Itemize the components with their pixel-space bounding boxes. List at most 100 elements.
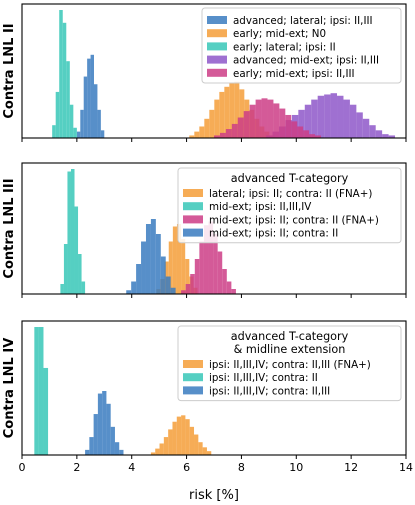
- legend: advanced T-category& midline extensionip…: [178, 326, 401, 401]
- histogram-bar: [222, 269, 227, 294]
- legend-entry: early; mid-ext; N0: [233, 28, 326, 40]
- legend-entry: advanced; lateral; ipsi: II,III: [233, 15, 373, 27]
- histogram-bar: [185, 419, 189, 455]
- histogram-bar: [164, 437, 168, 455]
- histogram-bar: [231, 289, 236, 294]
- y-axis-label: Contra LNL IV: [2, 338, 17, 439]
- histogram-bar: [56, 92, 60, 138]
- histogram-bar: [220, 133, 226, 138]
- histogram-bar: [119, 450, 123, 455]
- histogram-bar: [63, 23, 67, 138]
- histogram-bar: [291, 121, 297, 138]
- series-1: [77, 55, 104, 138]
- legend-swatch: [207, 29, 227, 37]
- histogram-bar: [52, 125, 56, 138]
- legend-entry: ipsi: II,III,IV; contra: II,III (FNA+): [209, 359, 371, 371]
- legend-swatch: [183, 229, 203, 237]
- x-tick-label: 2: [73, 461, 80, 474]
- series-2: [60, 169, 85, 294]
- histogram-bar: [78, 254, 82, 294]
- legend: advanced T-category lateral; ipsi: II; co…: [178, 168, 401, 243]
- histogram-bar: [80, 110, 83, 138]
- histogram-bar: [219, 92, 224, 138]
- histogram-bar: [204, 119, 209, 138]
- legend-swatch: [183, 202, 203, 210]
- legend-entry: mid-ext; ipsi: II; contra: II: [209, 228, 338, 240]
- histogram-bar: [256, 100, 262, 138]
- histogram-bar: [177, 417, 181, 455]
- legend-entry: ipsi: II,III,IV; contra: II: [209, 372, 318, 384]
- histogram-bar: [181, 239, 185, 294]
- histogram-bar: [199, 242, 204, 295]
- legend-swatch: [183, 215, 203, 223]
- histogram-bar: [106, 404, 110, 455]
- legend-swatch: [207, 42, 227, 50]
- histogram-bar: [111, 427, 115, 455]
- histogram-bar: [70, 105, 74, 138]
- panel-3: Contra LNL IV0 2 4 6 8 10 12 14risk [%]advanced…: [2, 321, 413, 503]
- histogram-bar: [318, 96, 324, 138]
- series-1: [151, 415, 211, 455]
- histogram-bar: [324, 94, 330, 138]
- histogram-bar: [146, 224, 151, 294]
- histogram-bar: [267, 100, 273, 138]
- histogram-bar: [297, 126, 303, 138]
- histogram-bar: [155, 449, 159, 455]
- histogram-bar: [98, 394, 102, 455]
- histogram-bar: [273, 103, 279, 138]
- x-tick-label: 4: [128, 461, 135, 474]
- histogram-bar: [337, 96, 343, 138]
- histogram-bar: [102, 391, 106, 455]
- y-axis-label: Contra LNL II: [2, 23, 17, 118]
- legend-entry: early; mid-ext; ipsi: II,III: [233, 68, 355, 80]
- histogram-bar: [77, 132, 80, 138]
- histogram-bar: [39, 327, 44, 455]
- histogram-bar: [136, 264, 141, 294]
- histogram-bar: [262, 98, 268, 138]
- legend-entry: mid-ext; ipsi: II; contra: II (FNA+): [209, 214, 379, 226]
- histogram-bar: [190, 427, 194, 455]
- histogram-bar: [126, 290, 131, 294]
- histogram-bar: [190, 274, 195, 294]
- histogram-bar: [218, 252, 223, 295]
- legend-swatch: [207, 56, 227, 64]
- histogram-bar: [363, 119, 369, 138]
- histogram-bar: [160, 443, 164, 455]
- legend-swatch: [207, 69, 227, 77]
- histogram-bar: [209, 110, 214, 138]
- legend-entry: lateral; ipsi: II; contra: II (FNA+): [209, 188, 372, 200]
- histogram-bar: [181, 415, 185, 455]
- histogram-bar: [238, 118, 244, 138]
- histogram-bar: [59, 10, 63, 138]
- legend-entry: ipsi: II,III,IV; contra: II,III: [209, 385, 330, 397]
- x-tick-label: 14: [399, 461, 413, 474]
- x-tick-label: 10: [289, 461, 303, 474]
- histogram-bar: [82, 282, 86, 295]
- histogram-bar: [376, 130, 382, 138]
- histogram-bar: [172, 422, 176, 455]
- histogram-bar: [85, 450, 89, 455]
- histogram-bar: [171, 288, 176, 294]
- series-2: [34, 327, 48, 455]
- histogram-bar: [166, 277, 171, 295]
- histogram-bar: [173, 227, 177, 295]
- histogram-bar: [151, 219, 156, 294]
- legend-title: & midline extension: [234, 343, 346, 356]
- histogram-bar: [161, 257, 166, 295]
- histogram-bar: [84, 77, 87, 138]
- legend-title: advanced T-category: [231, 172, 349, 185]
- histogram-bar: [91, 55, 94, 138]
- histogram-bar: [343, 100, 349, 138]
- histogram-bar: [226, 129, 232, 138]
- series-3: [52, 10, 77, 138]
- histogram-bar: [101, 130, 104, 138]
- histogram-bar: [131, 282, 136, 295]
- legend-entry: early; lateral; ipsi: II: [233, 41, 336, 53]
- histogram-bar: [43, 368, 48, 455]
- histogram-bar: [350, 105, 356, 138]
- series-4: [126, 219, 175, 294]
- histogram-bar: [285, 115, 291, 138]
- legend-swatch: [183, 386, 203, 394]
- histogram-bar: [97, 110, 100, 138]
